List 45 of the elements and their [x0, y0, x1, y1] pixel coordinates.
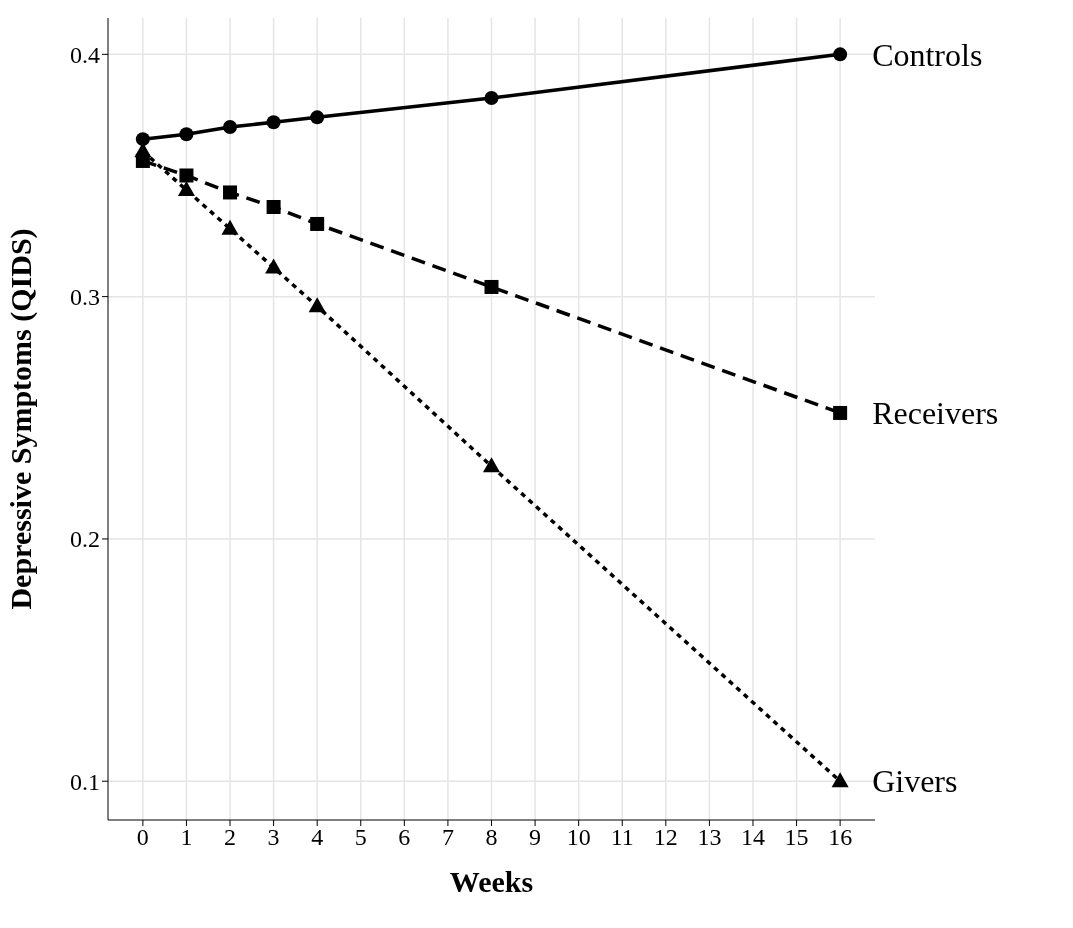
- x-tick-label: 1: [180, 824, 193, 851]
- x-tick-label: 8: [485, 824, 498, 851]
- point: [223, 120, 238, 135]
- point: [266, 115, 281, 130]
- point: [484, 90, 499, 105]
- point: [179, 168, 194, 183]
- x-tick-label: 3: [267, 824, 280, 851]
- point: [483, 457, 500, 473]
- point: [265, 258, 283, 274]
- x-tick-label: 2: [224, 824, 237, 851]
- point: [833, 47, 848, 62]
- x-axis-title: Weeks: [449, 865, 534, 898]
- x-tick-label: 11: [610, 824, 634, 851]
- x-tick-label: 9: [529, 824, 542, 851]
- x-tick-label: 7: [441, 824, 454, 851]
- point: [266, 199, 281, 214]
- x-tick-label: 15: [784, 824, 809, 851]
- point: [310, 110, 325, 125]
- x-tick-label: 4: [311, 824, 324, 851]
- x-tick-label: 16: [828, 824, 853, 851]
- series-label: Controls: [872, 36, 983, 73]
- y-axis-title: Depressive Symptoms (QIDS): [3, 228, 38, 610]
- point: [135, 132, 150, 147]
- point: [308, 297, 326, 313]
- x-tick-label: 0: [136, 824, 149, 851]
- y-tick-label: 0.4: [70, 41, 100, 68]
- x-tick-label: 5: [354, 824, 367, 851]
- y-tick-label: 0.3: [70, 284, 100, 311]
- x-tick-label: 12: [653, 824, 678, 851]
- point: [179, 127, 194, 142]
- point: [833, 405, 848, 420]
- x-tick-label: 14: [740, 824, 765, 851]
- x-tick-label: 6: [398, 824, 411, 851]
- point: [831, 772, 849, 788]
- y-tick-label: 0.1: [70, 768, 100, 795]
- point: [177, 181, 195, 197]
- x-tick-label: 10: [566, 824, 591, 851]
- point: [310, 216, 325, 231]
- point: [223, 185, 238, 200]
- x-tick-label: 13: [697, 824, 722, 851]
- y-tick-label: 0.2: [70, 526, 100, 553]
- series-label: Receivers: [872, 395, 999, 432]
- point: [221, 219, 239, 235]
- point: [484, 279, 499, 294]
- series-label: Givers: [872, 763, 958, 800]
